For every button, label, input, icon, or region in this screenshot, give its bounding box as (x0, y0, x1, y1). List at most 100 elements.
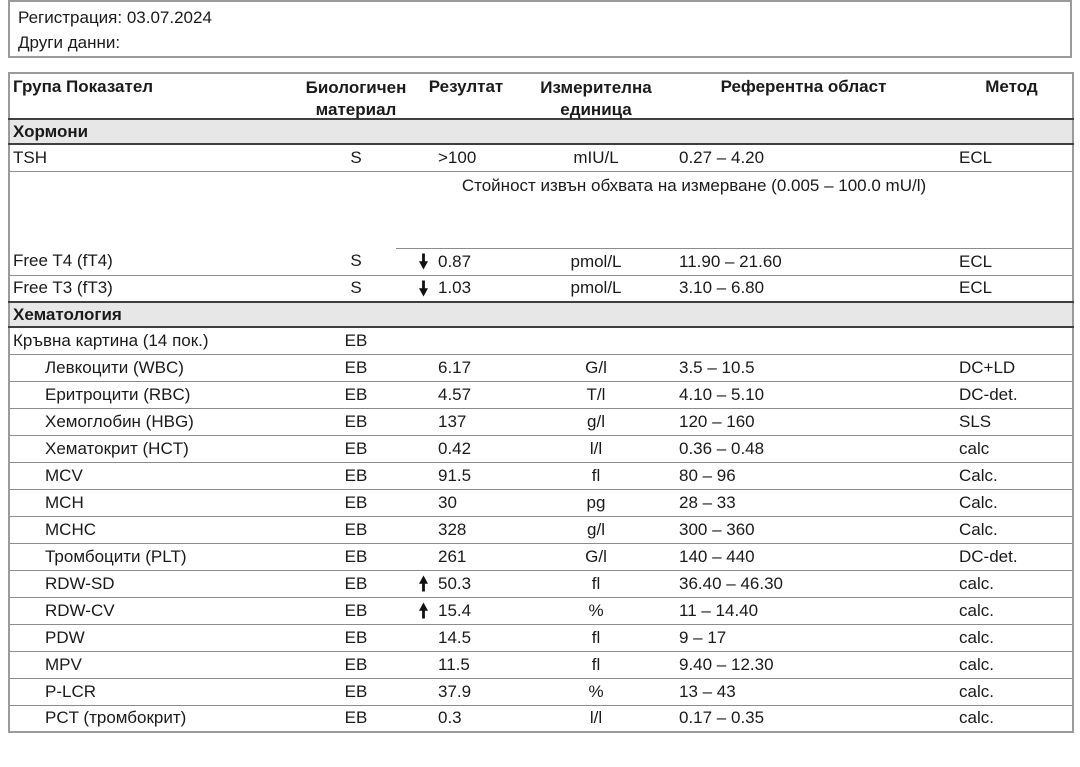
unit: fl (536, 623, 656, 651)
method: calc. (951, 596, 1073, 624)
unit: mIU/L (536, 143, 656, 171)
unit: pmol/L (536, 247, 656, 275)
unit: G/l (536, 353, 656, 381)
result-cell: 0.87 (396, 247, 536, 275)
reference-range: 3.10 – 6.80 (656, 274, 951, 302)
bio-material: ЕВ (316, 380, 396, 408)
result-cell: 0.3 (396, 704, 536, 732)
result-value: 6.17 (438, 357, 472, 377)
result-value: 50.3 (438, 573, 472, 593)
method: calc. (951, 623, 1073, 651)
bio-material: ЕВ (316, 542, 396, 570)
result-value: 15.4 (438, 600, 472, 620)
method: Calc. (951, 488, 1073, 516)
arrow-down-icon (396, 253, 438, 270)
reference-range: 0.27 – 4.20 (656, 143, 951, 171)
method: ECL (951, 143, 1073, 171)
bio-material: ЕВ (316, 596, 396, 624)
reference-range: 0.36 – 0.48 (656, 434, 951, 462)
section-row-hematology: Хематология (9, 301, 1073, 328)
result-value: 11.5 (438, 654, 470, 674)
parameter-name: Кръвна картина (14 пок.) (9, 326, 316, 354)
method: ECL (951, 247, 1073, 275)
table-row-pdw: PDW ЕВ 14.5 fl 9 – 17 calc. (9, 623, 1073, 651)
table-row-mpv: MPV ЕВ 11.5 fl 9.40 – 12.30 calc. (9, 650, 1073, 678)
method: DC+LD (951, 353, 1073, 381)
reference-range: 36.40 – 46.30 (656, 569, 951, 597)
parameter-name: Хемоглобин (HBG) (9, 407, 316, 435)
bio-material: ЕВ (316, 650, 396, 678)
result-value: 0.3 (438, 708, 462, 728)
col-header-unit: Измерителна единица (536, 73, 656, 120)
result-cell: 14.5 (396, 623, 536, 651)
method: calc (951, 434, 1073, 462)
section-label: Хормони (9, 118, 1073, 145)
out-of-range-note: Стойност извън обхвата на измерване (0.0… (316, 170, 1073, 248)
result-cell: 1.03 (396, 274, 536, 302)
method: Calc. (951, 461, 1073, 489)
parameter-name: MCV (9, 461, 316, 489)
parameter-name: MPV (9, 650, 316, 678)
unit: % (536, 677, 656, 705)
result-value: 4.57 (438, 384, 472, 404)
arrow-up-icon (396, 575, 438, 592)
unit: G/l (536, 542, 656, 570)
method: ECL (951, 274, 1073, 302)
result-cell: 4.57 (396, 380, 536, 408)
table-row-ft3: Free T3 (fT3) S 1.03 pmol/L 3.10 – 6.80 … (9, 274, 1073, 302)
unit (536, 326, 656, 354)
result-value: 261 (438, 546, 467, 566)
table-header-row: Група Показател Биологичен материал Резу… (9, 73, 1073, 120)
reference-range: 120 – 160 (656, 407, 951, 435)
reference-range (656, 326, 951, 354)
bio-material: S (316, 274, 396, 302)
registration-info-box: Регистрация: 03.07.2024 Други данни: (8, 0, 1072, 58)
result-cell: 261 (396, 542, 536, 570)
table-row-hbg: Хемоглобин (HBG) ЕВ 137 g/l 120 – 160 SL… (9, 407, 1073, 435)
out-of-range-note-row: Стойност извън обхвата на измерване (0.0… (9, 170, 1073, 248)
parameter-name: MCHC (9, 515, 316, 543)
parameter-name: Еритроцити (RBC) (9, 380, 316, 408)
method: calc. (951, 677, 1073, 705)
result-cell: 50.3 (396, 569, 536, 597)
result-cell: >100 (396, 143, 536, 171)
unit: g/l (536, 407, 656, 435)
lab-results-table: Група Показател Биологичен материал Резу… (8, 72, 1074, 733)
col-header-method: Метод (951, 73, 1073, 120)
parameter-name: PDW (9, 623, 316, 651)
result-cell: 30 (396, 488, 536, 516)
col-header-reference: Референтна област (656, 73, 951, 120)
unit: pmol/L (536, 274, 656, 302)
bio-material: ЕВ (316, 569, 396, 597)
bio-material: ЕВ (316, 677, 396, 705)
reference-range: 28 – 33 (656, 488, 951, 516)
parameter-name: RDW-CV (9, 596, 316, 624)
table-row-ft4: Free T4 (fT4) S 0.87 pmol/L 11.90 – 21.6… (9, 247, 1073, 275)
bio-material: ЕВ (316, 407, 396, 435)
result-cell (396, 326, 536, 354)
bio-material: S (316, 143, 396, 171)
note-spacer (9, 170, 316, 248)
table-row-pct: PCT (тромбокрит) ЕВ 0.3 l/l 0.17 – 0.35 … (9, 704, 1073, 732)
bio-material: ЕВ (316, 434, 396, 462)
table-row-rbc: Еритроцити (RBC) ЕВ 4.57 T/l 4.10 – 5.10… (9, 380, 1073, 408)
result-value: 137 (438, 411, 467, 431)
result-value: 1.03 (438, 278, 472, 298)
bio-material: ЕВ (316, 461, 396, 489)
col-header-bio-material: Биологичен материал (306, 73, 406, 120)
unit: T/l (536, 380, 656, 408)
result-value: 37.9 (438, 681, 472, 701)
result-cell: 6.17 (396, 353, 536, 381)
reference-range: 11.90 – 21.60 (656, 247, 951, 275)
method: calc. (951, 704, 1073, 732)
result-cell: 328 (396, 515, 536, 543)
result-cell: 137 (396, 407, 536, 435)
bio-material: ЕВ (316, 488, 396, 516)
bio-material: S (350, 251, 362, 271)
reference-range: 13 – 43 (656, 677, 951, 705)
reference-range: 4.10 – 5.10 (656, 380, 951, 408)
result-value: 0.87 (438, 251, 472, 271)
table-row-tsh: TSH S >100 mIU/L 0.27 – 4.20 ECL (9, 143, 1073, 171)
method: DC-det. (951, 542, 1073, 570)
parameter-name: RDW-SD (9, 569, 316, 597)
